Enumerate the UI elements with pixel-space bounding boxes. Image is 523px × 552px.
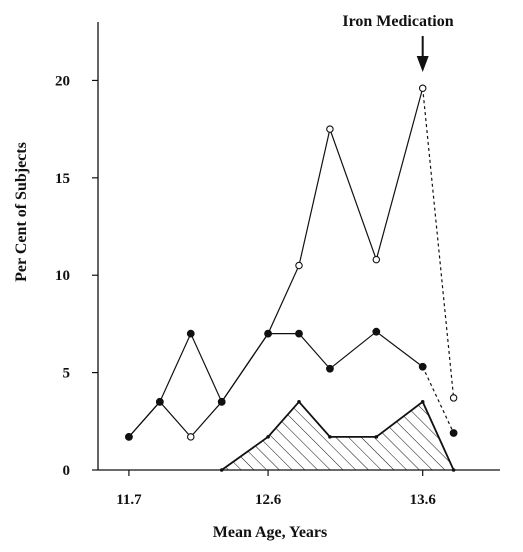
data-point-filled — [125, 432, 133, 441]
series-line — [422, 366, 455, 434]
x-axis-title: Mean Age, Years — [213, 524, 328, 541]
data-point-filled — [449, 429, 458, 437]
y-tick-label: 20 — [55, 73, 70, 89]
x-tick-label: 11.7 — [116, 492, 142, 508]
data-point-filled — [186, 329, 195, 338]
arrow-head — [416, 56, 429, 72]
data-point-small — [266, 435, 270, 439]
data-point-open — [187, 433, 195, 441]
data-point-small — [328, 435, 332, 439]
data-point-filled — [295, 329, 303, 338]
data-point-filled — [418, 362, 427, 371]
y-axis-title: Per Cent of Subjects — [13, 142, 30, 282]
hatched-area — [221, 401, 454, 470]
hatched-area-layer — [221, 401, 454, 470]
data-point-open — [326, 125, 334, 133]
data-point-open — [372, 255, 381, 264]
x-tick-label: 12.6 — [255, 492, 282, 508]
x-tick-label: 13.6 — [410, 492, 437, 508]
y-tick-label: 10 — [55, 268, 70, 284]
iron-medication-annotation: Iron Medication — [342, 13, 453, 30]
data-point-small — [374, 435, 379, 439]
series-line — [128, 330, 424, 438]
data-point-filled — [326, 364, 334, 373]
data-point-filled — [372, 327, 381, 336]
data-point-filled — [155, 397, 164, 406]
y-tick-label: 15 — [55, 171, 70, 187]
data-point-small — [297, 400, 301, 404]
data-point-filled — [264, 329, 272, 338]
data-point-open — [418, 84, 427, 92]
data-point-open — [295, 261, 303, 270]
y-tick-label: 5 — [63, 366, 71, 382]
data-point-filled — [217, 397, 226, 406]
data-point-open — [449, 394, 458, 402]
data-point-small — [420, 400, 425, 404]
series-line — [422, 88, 455, 398]
series-points — [125, 84, 458, 472]
axis-labels: 0 5 10 15 20 11.7 12.6 13.6 — [55, 73, 436, 508]
y-tick-label: 0 — [63, 463, 71, 479]
data-point-small — [219, 468, 224, 472]
data-point-small — [451, 468, 456, 472]
annotation-arrow — [416, 36, 429, 72]
